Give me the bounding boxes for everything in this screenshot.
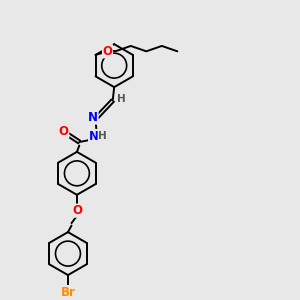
Text: Br: Br bbox=[61, 286, 75, 298]
Text: H: H bbox=[117, 94, 125, 104]
Text: N: N bbox=[88, 111, 98, 124]
Text: O: O bbox=[72, 204, 82, 217]
Text: H: H bbox=[98, 131, 107, 141]
Text: O: O bbox=[103, 45, 112, 58]
Text: O: O bbox=[59, 125, 69, 138]
Text: N: N bbox=[88, 130, 99, 142]
